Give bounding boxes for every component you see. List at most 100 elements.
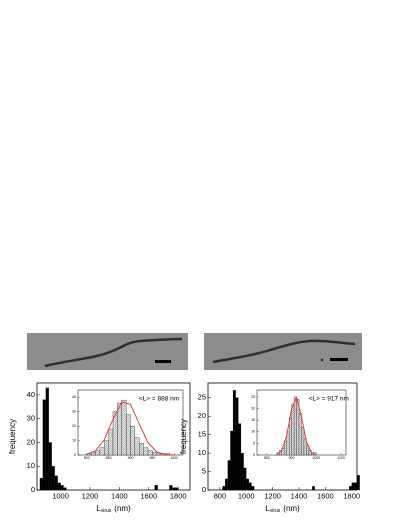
y-tick-label: 0 [253, 453, 255, 457]
x-tick-label: 800 [84, 456, 90, 460]
bar [246, 478, 249, 491]
x-tick-label: 1000 [170, 456, 178, 460]
y-tick-label: 15 [251, 418, 255, 422]
y-tick-label: 15 [198, 430, 206, 439]
y-tick-label: 30 [27, 414, 35, 423]
bar [156, 453, 162, 456]
x-tick-label: 1800 [170, 492, 187, 501]
x-tick-label: 1400 [291, 492, 308, 501]
bar [125, 414, 131, 456]
y-tick-label: 25 [251, 395, 255, 399]
x-tick-label: 900 [128, 456, 134, 460]
bar [95, 450, 101, 456]
bar [356, 475, 360, 491]
x-tick-label: 800 [264, 456, 270, 460]
x-tick-label: 1000 [312, 456, 320, 460]
bar [57, 482, 61, 491]
x-tick-label: 1000 [52, 492, 69, 501]
bar [139, 443, 144, 456]
x-tick-label: 900 [289, 456, 295, 460]
bar [63, 487, 67, 491]
bar [288, 417, 292, 456]
x-tick-label: 1800 [343, 492, 360, 501]
bar [312, 486, 315, 491]
bar [152, 451, 157, 456]
y-tick-label: 0 [31, 485, 35, 494]
bar [154, 485, 158, 491]
bar [42, 399, 46, 491]
y-tick-label: 5 [202, 467, 206, 476]
bar [51, 466, 55, 491]
bar [143, 447, 149, 456]
bar [147, 450, 153, 456]
bar [117, 402, 122, 456]
bar [291, 403, 295, 456]
bar [351, 482, 355, 491]
annotation: <L> = 888 nm [139, 396, 179, 403]
bar [240, 453, 244, 491]
bar [169, 485, 173, 491]
bar [104, 440, 109, 456]
bar [172, 487, 176, 491]
y-tick-label: 10 [198, 448, 206, 457]
bar [230, 430, 234, 491]
x-axis-label-sub: virus [270, 508, 281, 514]
bar [45, 387, 49, 491]
micrograph-right [204, 333, 362, 370]
fit-curve [276, 396, 317, 456]
bar [251, 486, 255, 491]
bar [54, 475, 58, 491]
x-tick-label: 1400 [111, 492, 128, 501]
bar [225, 478, 228, 491]
fit-curve [86, 401, 175, 456]
x-tick-label: 1600 [317, 492, 334, 501]
y-tick-label: 0 [74, 453, 76, 457]
micrograph-left [27, 333, 188, 370]
bar [348, 486, 352, 491]
x-tick-label: 1200 [264, 492, 281, 501]
bar [48, 442, 52, 491]
bar [243, 467, 247, 491]
bar [134, 437, 140, 456]
x-axis-label-sub: virus [101, 508, 112, 514]
x-tick-label: 950 [149, 456, 155, 460]
bar [298, 413, 302, 456]
y-tick-label: 0 [202, 485, 206, 494]
bar [121, 399, 127, 456]
y-tick-label: 20 [72, 424, 76, 428]
x-tick-label: 1200 [82, 492, 99, 501]
x-tick-label: 1100 [337, 456, 345, 460]
bar [222, 486, 226, 491]
bar [232, 390, 236, 491]
x-axis-label-unit: (nm) [283, 504, 300, 513]
bar [238, 423, 242, 491]
y-tick-label: 10 [27, 461, 35, 470]
bar [301, 426, 305, 456]
x-tick-label: 1000 [238, 492, 255, 501]
y-tick-label: 30 [72, 410, 76, 414]
bar [354, 482, 358, 491]
bar [296, 399, 300, 456]
y-tick-label: 25 [198, 393, 206, 402]
x-axis-label-unit: (nm) [114, 504, 131, 513]
x-axis-label-main: L [96, 504, 101, 513]
y-tick-label: 20 [27, 437, 35, 446]
bar [108, 428, 114, 456]
x-tick-label: 850 [106, 456, 112, 460]
annotation: <L> = 917 nm [309, 396, 349, 403]
x-axis-label-main: L [265, 504, 270, 513]
bar [130, 425, 136, 456]
x-axis-label: Lvirus (nm) [265, 504, 300, 514]
bar [39, 478, 43, 491]
y-tick-label: 5 [253, 441, 255, 445]
bar [293, 396, 297, 456]
x-axis-label: Lvirus (nm) [96, 504, 131, 514]
y-axis-label: frequency [8, 419, 17, 454]
y-tick-label: 10 [251, 430, 255, 434]
bar [99, 447, 105, 456]
y-tick-label: 40 [27, 390, 35, 399]
y-tick-label: 20 [198, 411, 206, 420]
bar [227, 460, 231, 491]
